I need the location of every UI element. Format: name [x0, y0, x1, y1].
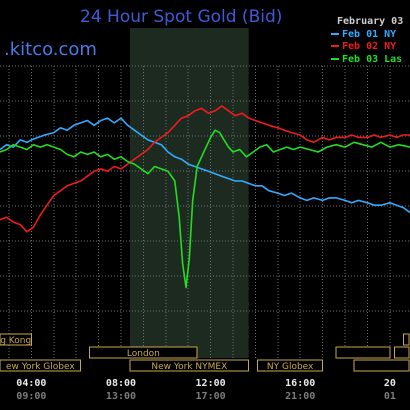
- legend-item-feb02: Feb 02 NY: [331, 41, 396, 52]
- session-bar: [402, 333, 410, 346]
- session-label: NY Globex: [267, 362, 314, 372]
- market-sessions: g Kong London ew York Globex New York NYMEX…: [0, 333, 410, 372]
- series-line-2: [0, 105, 410, 233]
- session-label: g Kong: [0, 336, 31, 346]
- x-axis-ticks: 04:00 09:00 08:00 13:00 12:00 17:00 16:00 21:00…: [16, 378, 396, 402]
- x-tick-label-bottom: 09:00: [16, 391, 46, 402]
- session-bar: [0, 333, 32, 346]
- session-label: New York NYMEX: [151, 362, 227, 372]
- x-tick-label-bottom: 17:00: [196, 391, 226, 402]
- x-tick-label-top: 16:00: [285, 378, 315, 389]
- x-tick-label-bottom: 21:00: [285, 391, 315, 402]
- x-tick-label-top: 04:00: [16, 378, 46, 389]
- chart-title: 24 Hour Spot Gold (Bid): [80, 7, 282, 27]
- session-bar: [393, 346, 410, 359]
- legend-item-feb01: Feb 01 NY: [331, 29, 396, 40]
- nymex-shaded-region: [129, 28, 249, 358]
- session-label: London: [127, 349, 160, 359]
- session-bar: [129, 359, 250, 372]
- grid-lines: [0, 65, 410, 358]
- x-tick-label-top: 08:00: [106, 378, 136, 389]
- legend: Feb 01 NY Feb 02 NY Feb 03 Las: [331, 29, 402, 65]
- x-tick-label-top: 12:00: [196, 378, 226, 389]
- legend-label-feb01: Feb 01 NY: [342, 29, 396, 40]
- brand-watermark: .kitco.com: [4, 39, 97, 60]
- series-layer: [0, 105, 410, 289]
- x-tick-label-bottom: 01: [384, 391, 396, 402]
- session-label: ew York Globex: [6, 362, 75, 372]
- session-bar: [353, 359, 410, 372]
- session-bar: [89, 346, 198, 359]
- legend-label-feb02: Feb 02 NY: [342, 41, 396, 52]
- legend-item-feb03: Feb 03 Las: [331, 54, 402, 65]
- session-bar: [335, 346, 391, 359]
- series-line-3: [0, 129, 410, 289]
- legend-label-feb03: Feb 03 Las: [342, 54, 402, 65]
- session-bar: [257, 359, 324, 372]
- series-line-1: [0, 117, 410, 214]
- session-bar: [0, 359, 82, 372]
- date-label: February 03: [337, 16, 403, 27]
- x-tick-label-top: 20: [384, 378, 396, 389]
- x-tick-label-bottom: 13:00: [106, 391, 136, 402]
